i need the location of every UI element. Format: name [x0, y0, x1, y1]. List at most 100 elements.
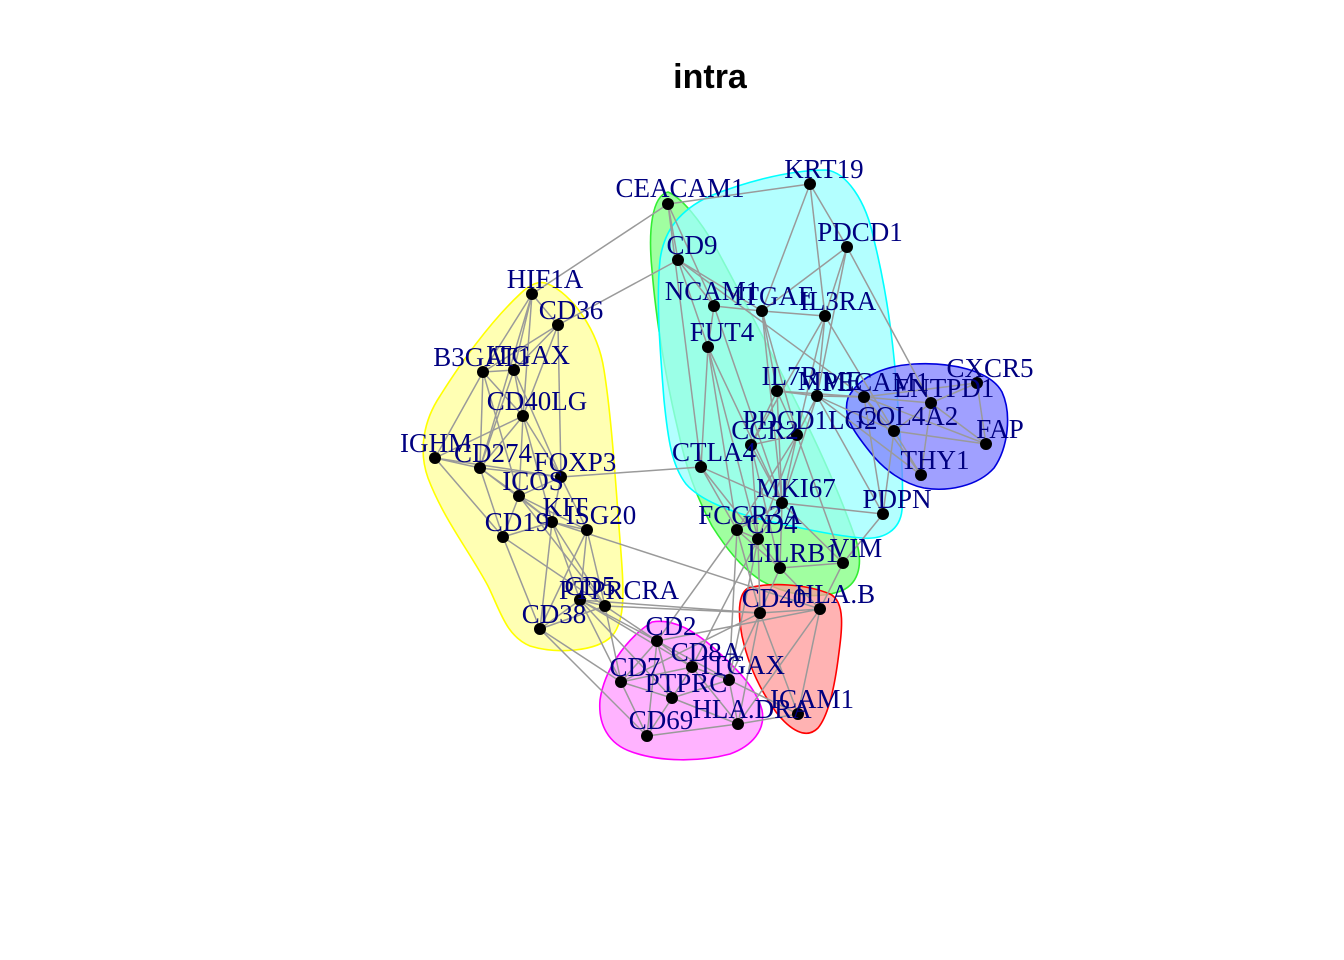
edge-HLA.B-ICAM1: [797, 608, 821, 715]
edge-NCAM1-ITGAE: [713, 305, 763, 312]
node-label-VIM: VIM: [830, 533, 883, 563]
edge-CD2-PTPRC: [656, 640, 673, 699]
edge-IGHM-CD19: [434, 457, 504, 538]
edge-PDCD1-ITGAE: [761, 246, 848, 312]
edges: [434, 183, 987, 737]
edge-PECAM1-ENTPD1: [863, 396, 932, 404]
edge-CXCR5-FAP: [976, 382, 987, 445]
cluster-hull-magenta: [598, 620, 764, 761]
node-label-CD40: CD40: [742, 583, 807, 613]
node-CXCR5: [971, 377, 983, 389]
edge-PDCD1-ENTPD1: [846, 246, 932, 404]
edge-CTLA4-MKI67: [700, 466, 783, 504]
edge-PTPRCRA-PTPRC: [579, 599, 673, 699]
edge-MKI67-CD4: [757, 502, 783, 540]
node-label-NCAM1: NCAM1: [665, 276, 760, 306]
edge-PDCD1LG2-VIM: [796, 434, 844, 564]
node-CD36: [552, 319, 564, 331]
edge-CD2-CD8A: [656, 640, 693, 668]
node-ITGAX_C: [508, 364, 520, 376]
node-label-FOXP3: FOXP3: [534, 447, 617, 477]
node-CD9: [672, 254, 684, 266]
edge-FUT4-FCGR3A: [707, 346, 738, 531]
node-PDPN: [877, 508, 889, 520]
edge-IL3RA-MME: [816, 315, 826, 397]
node-KIT: [546, 516, 558, 528]
node-label-CD2: CD2: [645, 611, 696, 641]
edge-FCGR3A-ITGAX: [728, 529, 738, 681]
node-labels: CEACAM1 KRT19 CD9 PDCD1 HIF1A NCAM1ITGAEIL3RA…: [400, 154, 1034, 735]
nodes: [429, 178, 992, 742]
edge-COL4A2-FAP: [893, 430, 987, 445]
edge-ENTPD1-CXCR5: [930, 382, 978, 404]
edge-IL7R-PDCD1LG2: [776, 390, 798, 436]
edge-IL3RA-CCR2: [750, 315, 826, 446]
edge-PDCD1-IL3RA: [824, 246, 848, 317]
edge-CD9-CD36: [557, 259, 679, 326]
edge-CD8A-ITGAX: [691, 666, 730, 681]
edge-HIF1A-CD274: [479, 293, 533, 469]
edge-PECAM1-CXCR5: [863, 382, 978, 398]
node-label-B3GAT1: B3GAT1: [433, 342, 531, 372]
edge-ISG20-CD38: [539, 529, 588, 630]
edge-MME-PDCD1LG2: [796, 395, 818, 436]
edge-CCR2-MKI67: [750, 444, 783, 504]
node-CD5: [599, 600, 611, 612]
edge-CD2-CD69: [646, 640, 658, 737]
edge-CEACAM1-CTLA4: [667, 203, 702, 468]
node-label-PTPRC: PTPRC: [645, 668, 728, 698]
edge-CD9-ITGAE: [677, 259, 763, 312]
edge-NCAM1-FUT4: [707, 305, 715, 348]
edge-CD274-CD19: [479, 467, 504, 538]
edge-CD2-CD7: [620, 640, 658, 683]
edge-CD4-CD40: [757, 538, 761, 614]
node-label-IL3RA: IL3RA: [800, 286, 877, 316]
node-PDCD1LG2: [791, 429, 803, 441]
node-label-PDPN: PDPN: [862, 484, 931, 514]
edge-IGHM-FOXP3: [434, 457, 562, 478]
edge-CD9-NCAM1: [677, 259, 715, 307]
edge-KIT-CD38: [539, 521, 553, 630]
node-label-FCGR3A: FCGR3A: [698, 500, 802, 530]
edge-MME-PECAM1: [816, 395, 865, 398]
edge-CD5-CD7: [604, 605, 622, 683]
edge-CD69-HLA.DRA: [646, 723, 739, 737]
node-PTPRC: [666, 692, 678, 704]
edge-PDCD1LG2-FCGR3A: [736, 434, 798, 531]
node-ENTPD1: [925, 397, 937, 409]
node-PECAM1: [858, 391, 870, 403]
node-label-CD69: CD69: [629, 705, 694, 735]
edge-FUT4-CTLA4: [700, 346, 709, 468]
edge-FOXP3-ICOS: [518, 476, 562, 497]
node-label-CD38: CD38: [522, 599, 587, 629]
edge-ITGAE-IL7R: [761, 310, 778, 392]
edge-FOXP3-ISG20: [560, 476, 588, 531]
node-label-ICOS: ICOS: [502, 466, 564, 496]
edge-CD36-FOXP3: [557, 324, 562, 478]
node-CEACAM1: [662, 198, 674, 210]
edge-COL4A2-PDPN: [882, 430, 895, 515]
node-label-PDCD1: PDCD1: [817, 217, 903, 247]
node-label-LILRB1: LILRB1: [747, 538, 839, 568]
edge-ICOS-ISG20: [518, 495, 588, 531]
node-label-HLA.DRA: HLA.DRA: [692, 694, 812, 724]
node-label-IL7R: IL7R: [762, 361, 819, 391]
node-PDCD1: [841, 241, 853, 253]
edge-PDCD1LG2-MKI67: [781, 434, 798, 504]
node-CD274: [474, 462, 486, 474]
edge-ITGAX-HLA.DRA: [728, 679, 739, 725]
edge-CD5-CD2: [604, 605, 658, 642]
edge-CD38-CD7: [539, 628, 622, 683]
edge-ICOS-CD19: [502, 495, 520, 538]
node-label-KIT: KIT: [543, 492, 588, 522]
edge-MKI67-PDPN: [781, 502, 884, 515]
node-HLA.B: [814, 603, 826, 615]
edge-CD36-B3GAT1: [482, 324, 559, 373]
edge-ITGAE-PDCD1LG2: [761, 310, 798, 436]
edge-PDPN-VIM: [842, 513, 884, 564]
edge-ENTPD1-THY1: [920, 402, 932, 476]
edge-COL4A2-THY1: [893, 430, 922, 476]
node-label-MKI67: MKI67: [756, 473, 836, 503]
edge-HIF1A-B3GAT1: [482, 293, 533, 373]
